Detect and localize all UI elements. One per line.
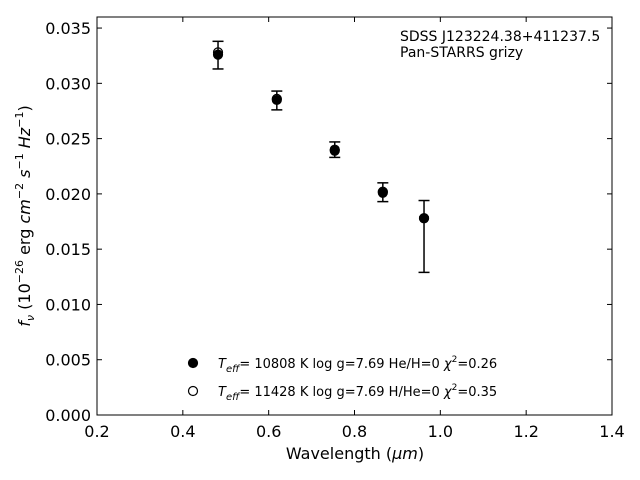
legend-marker-open (187, 385, 199, 397)
data-point-open (418, 213, 430, 224)
annotation: SDSS J123224.38+411237.5 Pan-STARRS griz… (400, 29, 600, 61)
y-tick-label: 0.010 (45, 295, 91, 314)
x-axis-label: Wavelength (μm) (286, 444, 424, 463)
x-tick-label: 1.4 (599, 422, 624, 441)
y-tick-label: 0.000 (45, 406, 91, 425)
annotation-survey: Pan-STARRS grizy (400, 45, 523, 61)
data-markers (212, 47, 430, 224)
y-tick-label: 0.030 (45, 74, 91, 93)
plot-area: 0.2 0.4 0.6 0.8 1.0 1.2 1.4 0.0000.0050.0100.0… (45, 16, 625, 441)
y-tick-label: 0.020 (45, 185, 91, 204)
data-point-open (212, 47, 224, 58)
data-point-open (329, 144, 340, 155)
data-point-open (271, 93, 282, 104)
y-tick-label: 0.035 (45, 19, 91, 38)
legend-entry-helium: Teff= 11428 K log g=7.69 H/He=0 χ2=0.35 (218, 383, 497, 403)
x-tick-label: 1.2 (513, 422, 538, 441)
y-tick-label: 0.015 (45, 240, 91, 259)
x-tick-label: 0.4 (170, 422, 195, 441)
x-axis-ticks: 0.2 0.4 0.6 0.8 1.0 1.2 1.4 (84, 17, 625, 441)
y-tick-label: 0.005 (45, 351, 91, 370)
x-tick-label: 0.6 (256, 422, 281, 441)
x-tick-label: 0.8 (342, 422, 367, 441)
data-point-filled (212, 49, 224, 60)
y-axis-label: fν (10−26 erg cm−2 s−1 Hz−1) (13, 105, 37, 326)
legend: Teff= 10808 K log g=7.69 He/H=0 χ2=0.26 … (187, 355, 497, 403)
legend-marker-filled (187, 357, 199, 369)
y-axis-ticks: 0.000 0.005 0.010 0.015 0.020 0.025 0.030 0.035 (45, 19, 612, 425)
data-point-open (377, 186, 388, 197)
annotation-object-name: SDSS J123224.38+411237.5 (400, 29, 600, 45)
x-tick-label: 1.0 (428, 422, 453, 441)
y-tick-label: 0.025 (45, 130, 91, 149)
x-tick-label: 0.2 (84, 422, 109, 441)
legend-entry-hydrogen: Teff= 10808 K log g=7.69 He/H=0 χ2=0.26 (218, 355, 497, 375)
